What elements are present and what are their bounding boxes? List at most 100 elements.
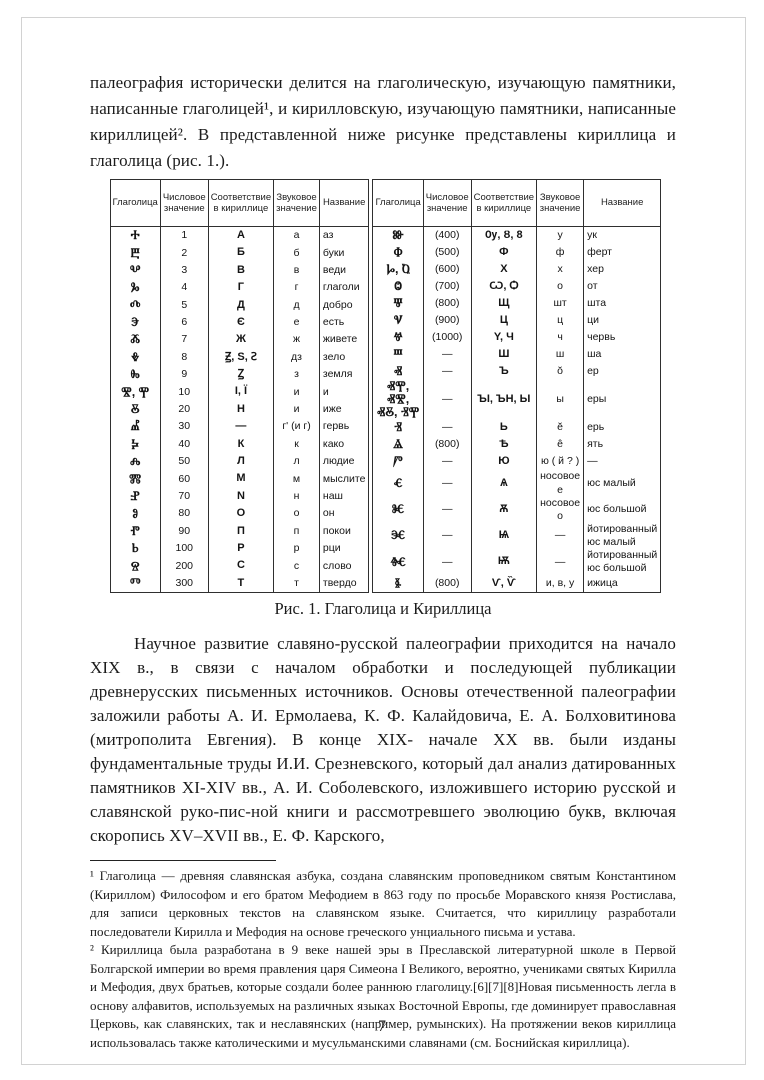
letter-name: гервь xyxy=(318,418,370,436)
letter-name: аз xyxy=(318,226,370,245)
numeric-value: 50 xyxy=(159,453,209,471)
column-header: Название xyxy=(583,179,662,227)
cyrillic-correspondence: Щ xyxy=(470,295,538,312)
letter-name: есть xyxy=(318,313,370,332)
sound-value: о xyxy=(273,505,320,523)
glagolitic-glyph: Ⱐ xyxy=(372,419,424,437)
table-header-row: Глаголица Числовое значение Соответствие в… xyxy=(109,179,370,227)
glagolitic-glyph: Ⱉ xyxy=(372,278,424,295)
glagolitic-glyph: Ⱇ xyxy=(372,244,424,261)
letter-name: и xyxy=(318,383,370,401)
sound-value: о xyxy=(536,278,585,295)
glagolitic-glyph: Ⱆ xyxy=(372,226,424,244)
cyrillic-correspondence: К xyxy=(207,435,275,454)
letter-name: он xyxy=(318,505,370,523)
cyrillic-correspondence: ЪІ, ЪН, Ы xyxy=(470,380,538,420)
cyrillic-correspondence: Ф xyxy=(470,244,538,261)
cyrillic-correspondence: Ѩ xyxy=(470,522,538,550)
table-row: Ⰼ 30— г' (и г) гервь xyxy=(109,418,370,436)
cyrillic-correspondence: П xyxy=(207,522,275,541)
sound-value: т xyxy=(273,574,320,593)
cyrillic-correspondence: Г xyxy=(207,279,275,297)
letter-name: ерь xyxy=(583,419,662,437)
document-page: палеография исторически делится на глаго… xyxy=(90,73,676,1050)
letter-name: рци xyxy=(318,540,370,558)
cyrillic-correspondence: Ж xyxy=(207,331,275,349)
letter-name: ижица xyxy=(583,575,662,593)
cyrillic-correspondence: Н xyxy=(207,400,275,419)
sound-value: г' (и г) xyxy=(273,418,320,436)
sound-value: з xyxy=(273,366,320,384)
table-row: Ⱗ — Ѩ — йотированный юс малый xyxy=(372,522,662,550)
letter-name: земля xyxy=(318,366,370,384)
numeric-value: — xyxy=(422,419,472,437)
cyrillic-correspondence: Є xyxy=(207,313,275,332)
glagolitic-table-left: Глаголица Числовое значение Соответствие в… xyxy=(109,179,370,594)
table-header-row: Глаголица Числовое значение Соответствие в… xyxy=(372,179,662,227)
sound-value: в xyxy=(273,261,320,280)
sound-value: ю ( й ? ) xyxy=(536,453,585,471)
glagolitic-glyph: Ⱓ xyxy=(372,453,424,471)
sound-value: и xyxy=(273,400,320,419)
cyrillic-correspondence: Ѭ xyxy=(470,549,538,576)
column-header: Соответствие в кириллице xyxy=(207,179,275,227)
glagolitic-glyph: Ⱎ xyxy=(372,346,424,363)
numeric-value: — xyxy=(422,363,472,380)
cyrillic-correspondence: Ъ xyxy=(470,363,538,380)
cyrillic-correspondence: Ш xyxy=(470,346,538,363)
sound-value: ŏ xyxy=(536,363,585,380)
glagolitic-glyph: Ⱗ xyxy=(372,522,424,550)
glagolitic-glyph: Ⰾ xyxy=(109,453,161,471)
numeric-value: 70 xyxy=(159,487,209,506)
numeric-value: (800) xyxy=(422,575,472,593)
glagolitic-glyph: Ⱄ xyxy=(109,557,161,575)
column-header: Числовое значение xyxy=(159,179,209,227)
numeric-value: 8 xyxy=(159,348,209,367)
cyrillic-correspondence: Ѫ xyxy=(470,496,538,523)
letter-name: живете xyxy=(318,331,370,349)
numeric-value: 7 xyxy=(159,331,209,349)
numeric-value: — xyxy=(422,522,472,550)
numeric-value: 40 xyxy=(159,435,209,454)
sound-value: дз xyxy=(273,348,320,367)
cyrillic-correspondence: Y, Ч xyxy=(470,329,538,346)
glagolitic-glyph: Ⱅ xyxy=(109,574,161,593)
letter-name: юс малый xyxy=(583,470,662,497)
glagolitic-glyph: Ⱂ xyxy=(109,522,161,541)
sound-value: ч xyxy=(536,329,585,346)
numeric-value: 80 xyxy=(159,505,209,523)
cyrillic-correspondence: Л xyxy=(207,453,275,471)
glagolitic-glyph: Ⰽ xyxy=(109,435,161,454)
cyrillic-correspondence: — xyxy=(207,418,275,436)
glagolitic-glyph: Ⱏ xyxy=(372,363,424,380)
footnote-1: ¹ Глаголица — древняя славянская азбука,… xyxy=(90,868,676,939)
sound-value: ĕ xyxy=(536,419,585,437)
letter-name: хер xyxy=(583,261,662,278)
letter-name: наш xyxy=(318,487,370,506)
cyrillic-correspondence: Р xyxy=(207,540,275,558)
sound-value: д xyxy=(273,296,320,314)
sound-value: х xyxy=(536,261,585,278)
numeric-value: (900) xyxy=(422,312,472,329)
letter-name: — xyxy=(583,453,662,471)
sound-value: ы xyxy=(536,380,585,420)
glagolitic-glyph: Ⰻ xyxy=(109,400,161,419)
cyrillic-correspondence: В xyxy=(207,261,275,280)
